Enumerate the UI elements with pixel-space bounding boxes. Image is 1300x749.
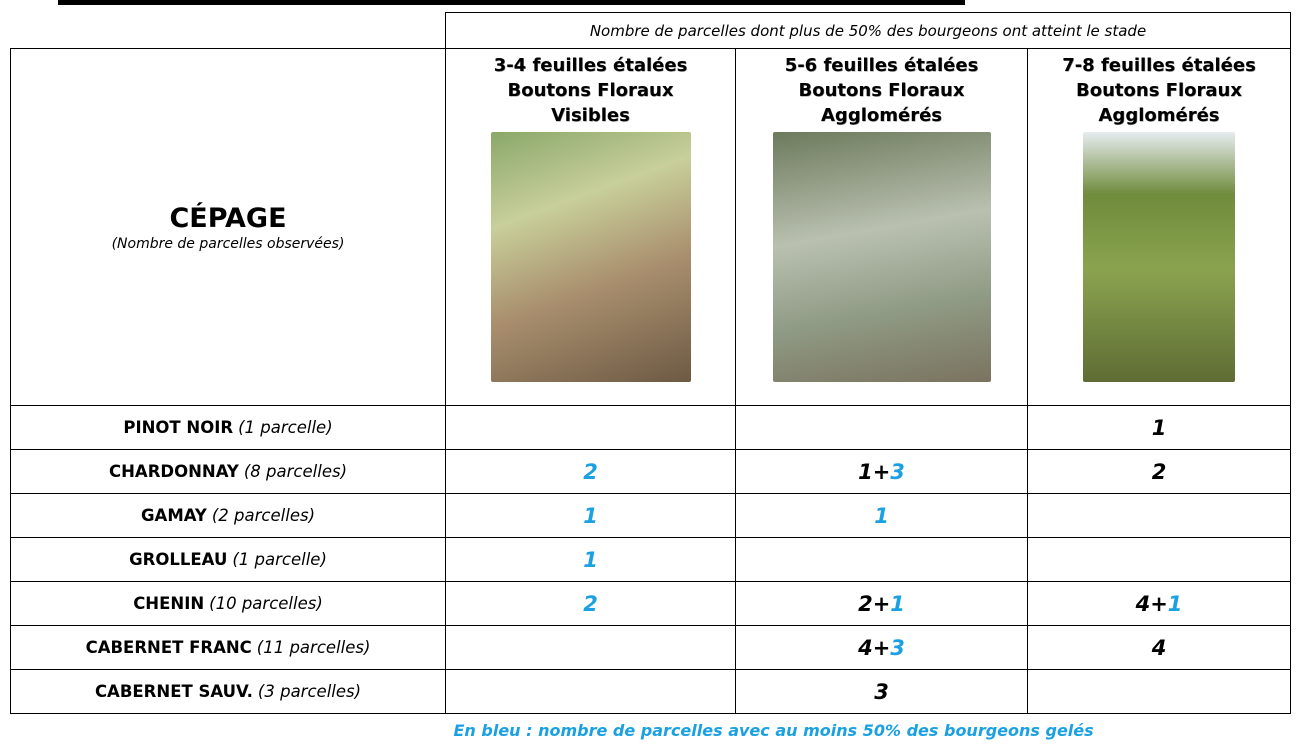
variety-name: CHARDONNAY [109, 462, 239, 481]
count-cell: 3 [735, 669, 1028, 714]
variety-cell: CHARDONNAY (8 parcelles) [10, 449, 446, 494]
count-part: 2 [583, 459, 598, 484]
footer-row: En bleu : nombre de parcelles avec au mo… [11, 713, 1291, 748]
top-rule [58, 0, 965, 5]
variety-cell: GROLLEAU (1 parcelle) [10, 537, 446, 582]
photo [772, 132, 991, 382]
variety-name: CABERNET SAUV. [94, 682, 253, 701]
variety-name: PINOT NOIR [123, 418, 234, 437]
plot-count: (10 parcelles) [209, 594, 323, 613]
stage-label: Boutons Floraux [507, 80, 674, 101]
plot-count: (2 parcelles) [211, 506, 315, 525]
count-cell [1027, 537, 1291, 582]
variety-cell: GAMAY (2 parcelles) [10, 493, 446, 538]
table: Nombre de parcelles dont plus de 50% des… [10, 12, 1291, 747]
count-cell [445, 625, 736, 670]
count-part: 4 [1151, 635, 1167, 660]
plot-count: (1 parcelle) [232, 550, 327, 569]
count-part: 1 [890, 591, 905, 616]
count-part: 3 [890, 635, 905, 660]
count-part: + [872, 459, 891, 484]
stage-cell: 7-8 feuilles étalées Boutons Floraux Agglo… [1027, 48, 1291, 406]
count-part: 1 [1167, 591, 1183, 616]
row: CABERNET SAUV. (3 parcelles) 3 [10, 669, 1291, 714]
count-cell: 4+3 [735, 625, 1028, 670]
count-cell [735, 405, 1028, 450]
variety-name: GAMAY [141, 506, 207, 525]
count-cell: 2 [445, 581, 736, 626]
count-part: 2 [1151, 459, 1167, 484]
row: CHARDONNAY (8 parcelles) 2 1+3 2 [10, 449, 1291, 494]
count-cell: 2+1 [735, 581, 1028, 626]
count-part: 1 [1151, 415, 1167, 440]
variety-name: GROLLEAU [129, 550, 228, 569]
count-part: 1 [583, 503, 598, 528]
cepage-cell: CÉPAGE (Nombre de parcelles observées) [10, 48, 446, 406]
count-cell [445, 405, 736, 450]
row: GROLLEAU (1 parcelle) 1 [10, 537, 1291, 582]
count-cell [445, 669, 736, 714]
count-cell [1027, 669, 1291, 714]
count-part: + [1150, 591, 1168, 616]
count-cell [735, 537, 1028, 582]
row: CHENIN (10 parcelles) 2 2+1 4+1 [10, 581, 1291, 626]
stage-label: Agglomérés [1098, 105, 1220, 126]
count-part: 4 [1135, 591, 1151, 616]
photo [490, 132, 691, 382]
empty-cell [10, 12, 446, 49]
count-cell: 1 [1027, 405, 1291, 450]
count-part: 2 [583, 591, 598, 616]
count-part: 1 [583, 547, 598, 572]
count-cell: 1 [445, 537, 736, 582]
stage-cell: 5-6 feuilles étalées Boutons Floraux Agglo… [735, 48, 1028, 406]
count-part: 3 [874, 679, 889, 704]
variety-name: CHENIN [133, 594, 205, 613]
header-note: Nombre de parcelles dont plus de 50% des… [445, 12, 1291, 49]
stage-label: Agglomérés [821, 105, 942, 126]
stage-label: 5-6 feuilles étalées [784, 55, 979, 76]
plot-count: (1 parcelle) [238, 418, 333, 437]
stage-label: 7-8 feuilles étalées [1062, 55, 1256, 76]
stage-label: Visibles [551, 105, 630, 126]
count-cell: 2 [1027, 449, 1291, 494]
empty-cell [11, 714, 446, 748]
count-cell: 4 [1027, 625, 1291, 670]
count-cell: 1 [445, 493, 736, 538]
variety-cell: CHENIN (10 parcelles) [10, 581, 446, 626]
row: CABERNET FRANC (11 parcelles) 4+3 4 [10, 625, 1291, 670]
count-part: 2 [858, 591, 873, 616]
cepage-title: CÉPAGE [169, 202, 287, 234]
count-cell: 1+3 [735, 449, 1028, 494]
plot-count: (11 parcelles) [256, 638, 371, 657]
stage-label: Boutons Floraux [798, 80, 965, 101]
cepage-subtitle: (Nombre de parcelles observées) [111, 235, 345, 252]
variety-cell: PINOT NOIR (1 parcelle) [10, 405, 446, 450]
plot-count: (3 parcelles) [257, 682, 362, 701]
plot-count: (8 parcelles) [243, 462, 347, 481]
count-part: 1 [874, 503, 889, 528]
count-part: + [872, 591, 891, 616]
count-cell: 4+1 [1027, 581, 1291, 626]
variety-cell: CABERNET SAUV. (3 parcelles) [10, 669, 446, 714]
stage-cell: 3-4 feuilles étalées Boutons Floraux Visib… [445, 48, 736, 406]
count-part: + [872, 635, 891, 660]
count-cell [1027, 493, 1291, 538]
legend-note: En bleu : nombre de parcelles avec au mo… [445, 713, 1291, 747]
count-cell: 1 [735, 493, 1028, 538]
count-part: 1 [858, 459, 873, 484]
row: PINOT NOIR (1 parcelle) 1 [10, 405, 1291, 450]
variety-cell: CABERNET FRANC (11 parcelles) [10, 625, 446, 670]
row: GAMAY (2 parcelles) 1 1 [10, 493, 1291, 538]
count-part: 3 [890, 459, 905, 484]
count-part: 4 [858, 635, 873, 660]
count-cell: 2 [445, 449, 736, 494]
stage-label: Boutons Floraux [1076, 80, 1242, 101]
photo [1083, 132, 1235, 382]
variety-name: CABERNET FRANC [85, 638, 252, 657]
stage-label: 3-4 feuilles étalées [493, 55, 688, 76]
